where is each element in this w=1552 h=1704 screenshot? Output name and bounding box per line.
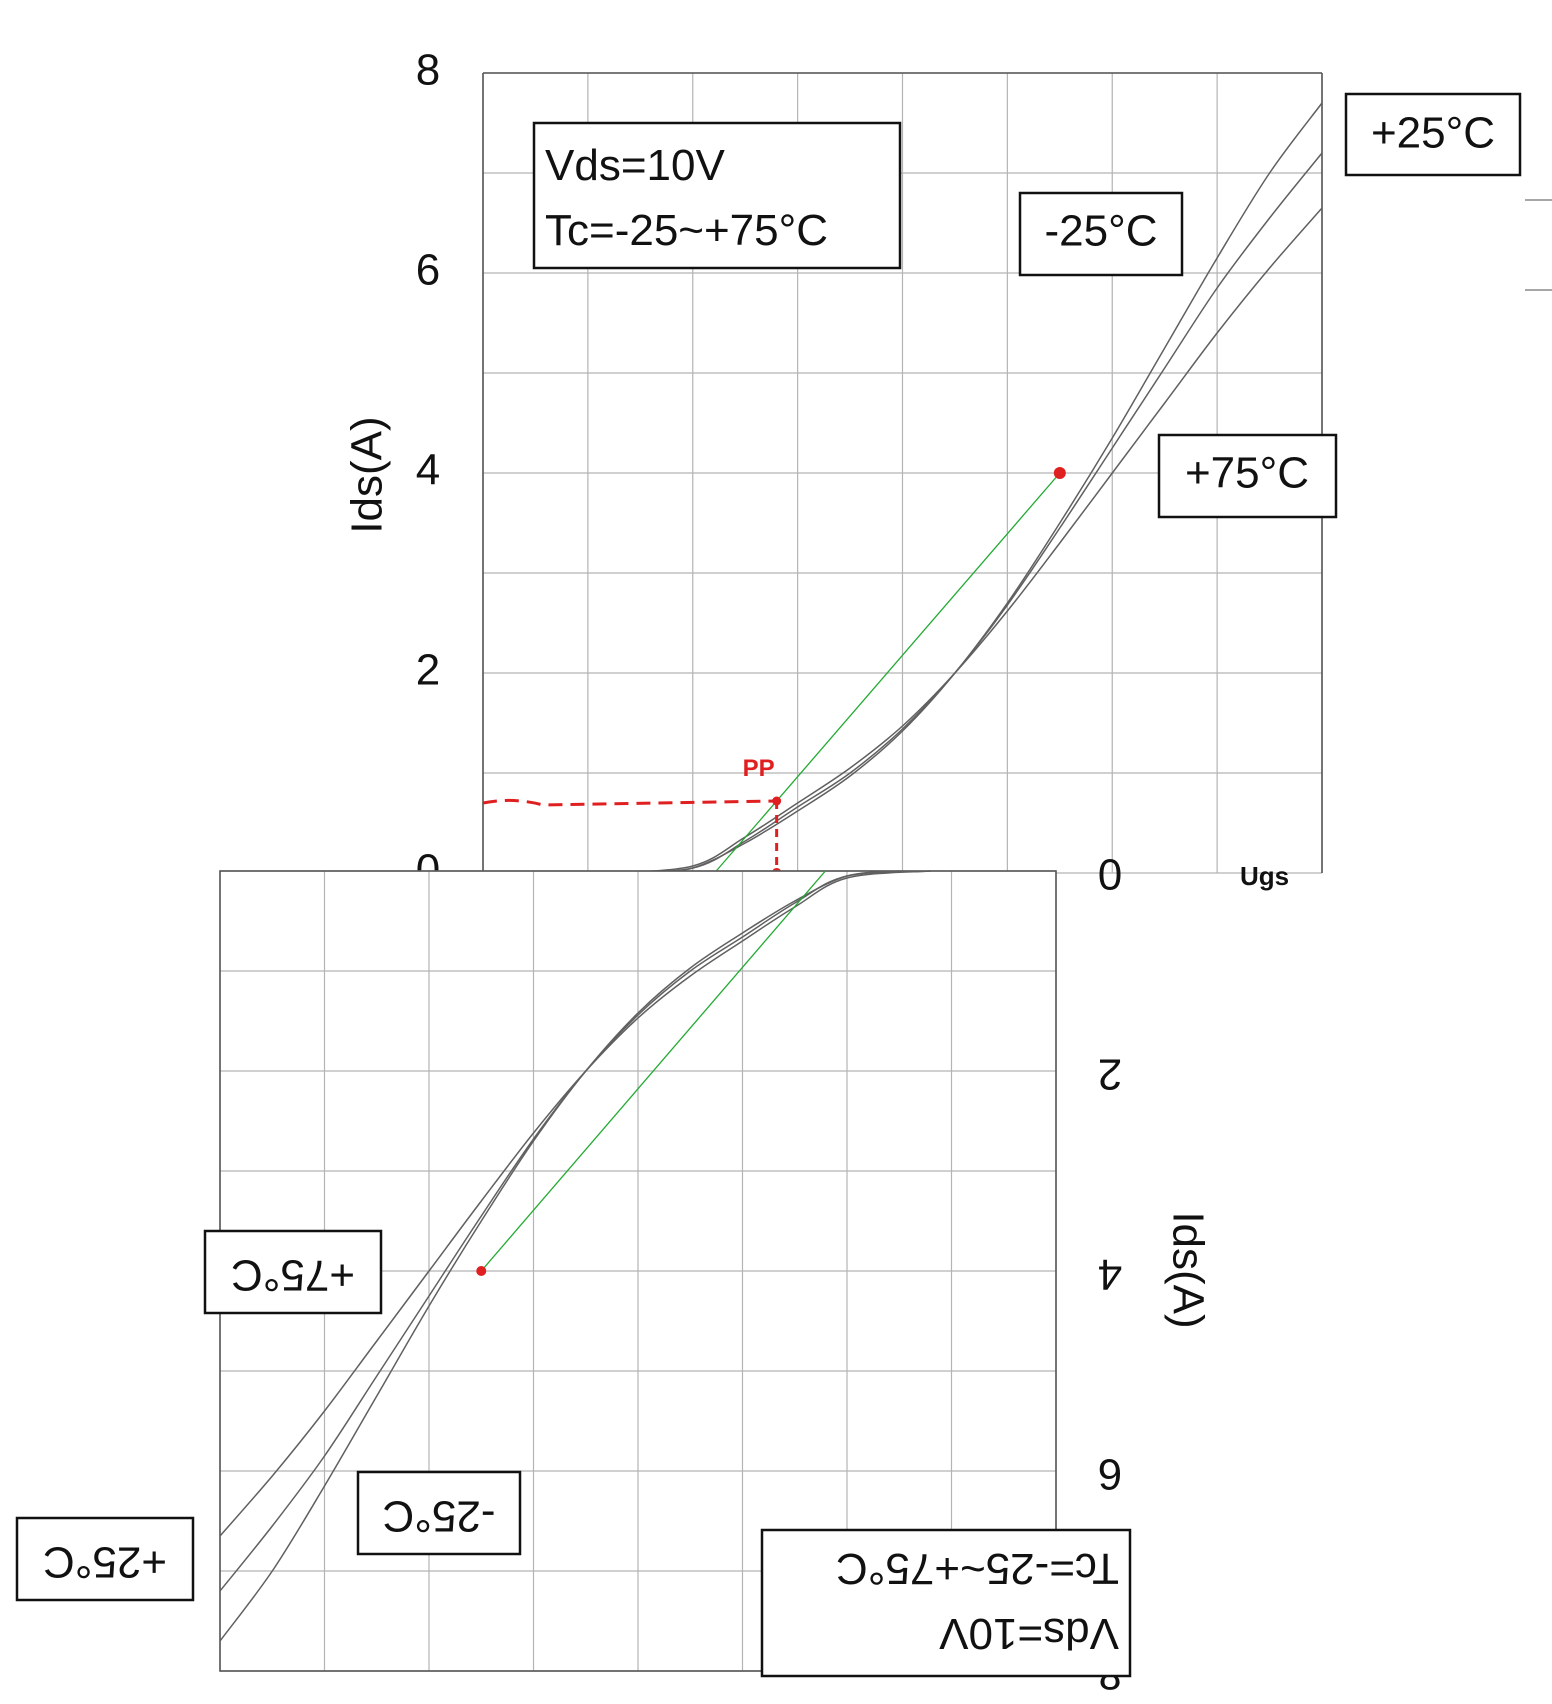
upper-conditions-box: Vds=10V Tc=-25~+75°C [532,121,902,270]
lower-tangent-point-marker [476,1266,487,1276]
upper-curve-0 [640,102,1323,874]
upper-y-tick-label: 2 [416,646,440,695]
upper-legend-plus75: +75°C [1157,433,1338,519]
pp-label: PP [743,755,775,782]
lower-condition-vds: Vds=10V [939,1609,1119,1658]
lower-curve-1 [219,870,931,1592]
upper-curve-2 [608,207,1323,874]
upper-curve-1 [608,152,1323,874]
upper-legend-minus25: -25°C [1018,191,1184,277]
lower-y-tick-label: 6 [1098,1449,1122,1498]
upper-condition-vds: Vds=10V [545,141,725,190]
upright-chart-curves [608,102,1323,874]
tangent-line-lower [480,870,826,1272]
lower-curve-0 [219,870,900,1642]
upper-y-tick-label: 4 [416,446,440,495]
lower-y-tick-label: 4 [1098,1249,1122,1298]
upright-chart: PP 0 2 4 6 8 Ids(A) Ugs Vds=10V Tc=-25~+75°C… [343,46,1552,895]
rotated-chart-overlay [476,870,826,1276]
tangent-point-marker [1053,467,1066,479]
lower-legend-plus75-text: +75°C [231,1250,355,1299]
lower-legend-minus25: -25°C [356,1470,522,1556]
upper-legend-minus25-text: -25°C [1045,207,1158,256]
upper-legend-plus25: +25°C [1344,92,1522,177]
upper-y-axis-label: Ids(A) [343,416,392,533]
lower-curve-2 [219,870,931,1537]
lower-legend-minus25-text: -25°C [383,1491,496,1540]
upper-condition-tc: Tc=-25~+75°C [545,206,828,255]
upper-x-axis-label: Ugs [1240,861,1289,891]
lower-legend-plus75: +75°C [203,1229,383,1315]
upper-y-tick-label: 8 [416,46,440,95]
rotated-chart-curves [219,870,931,1642]
pp-point-marker [772,796,782,806]
pp-horizontal-dash [482,798,777,807]
upper-y-tick-label: 6 [416,246,440,295]
lower-conditions-box: Vds=10V Tc=-25~+75°C [760,1528,1132,1678]
lower-condition-tc: Tc=-25~+75°C [836,1544,1119,1593]
lower-y-tick-label: 2 [1098,1049,1122,1098]
lower-legend-plus25: +25°C [15,1516,195,1602]
lower-y-axis-label: Ids(A) [1163,1211,1212,1328]
upper-legend-plus25-text: +25°C [1371,109,1495,158]
tangent-line-upper [714,472,1061,874]
lower-legend-plus25-text: +25°C [43,1537,167,1586]
upper-legend-plus75-text: +75°C [1185,449,1309,498]
lower-y-tick-label: 0 [1098,849,1122,898]
